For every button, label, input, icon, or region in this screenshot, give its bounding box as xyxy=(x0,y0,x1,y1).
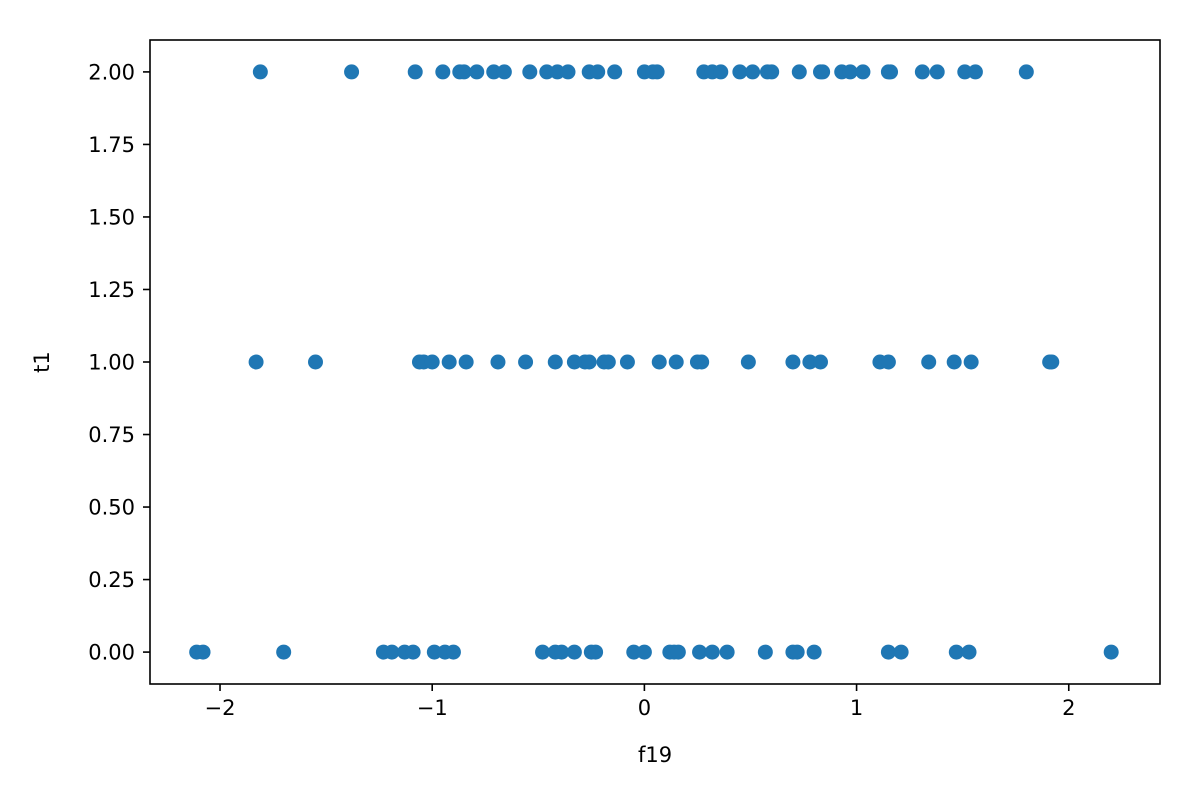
data-point xyxy=(893,644,909,660)
data-point xyxy=(713,64,729,80)
y-tick-label: 1.00 xyxy=(88,351,135,375)
data-point xyxy=(590,64,606,80)
data-point xyxy=(692,644,708,660)
y-tick-label: 1.50 xyxy=(88,205,135,229)
data-point xyxy=(636,644,652,660)
data-point xyxy=(535,644,551,660)
points-layer xyxy=(189,64,1119,660)
y-tick-label: 1.25 xyxy=(88,278,135,302)
data-point xyxy=(694,354,710,370)
data-point xyxy=(967,64,983,80)
data-point xyxy=(276,644,292,660)
data-point xyxy=(813,354,828,370)
data-point xyxy=(344,64,360,80)
data-point xyxy=(407,64,423,80)
y-tick-label: 0.75 xyxy=(88,423,135,447)
data-point xyxy=(764,64,780,80)
data-point xyxy=(490,354,506,370)
data-point xyxy=(883,64,899,80)
x-tick-label: −1 xyxy=(417,696,448,720)
data-point xyxy=(469,64,485,80)
data-point xyxy=(789,644,805,660)
plot-frame xyxy=(149,39,1161,685)
data-point xyxy=(948,644,964,660)
data-point xyxy=(842,64,858,80)
data-point xyxy=(921,354,937,370)
data-point xyxy=(588,644,604,660)
data-point xyxy=(880,644,896,660)
data-point xyxy=(880,354,896,370)
data-point xyxy=(802,354,818,370)
data-point xyxy=(626,644,642,660)
data-point xyxy=(554,644,570,660)
y-tick-label: 1.75 xyxy=(88,133,135,157)
data-point xyxy=(560,64,576,80)
data-point xyxy=(405,644,421,660)
data-point xyxy=(946,354,962,370)
data-point xyxy=(1103,644,1119,660)
data-point xyxy=(252,64,268,80)
data-point xyxy=(704,644,720,660)
data-point xyxy=(785,354,801,370)
x-tick-label: 1 xyxy=(850,696,863,720)
y-tick-label: 0.50 xyxy=(88,496,135,520)
data-point xyxy=(539,64,555,80)
data-point xyxy=(248,354,264,370)
data-point xyxy=(745,64,761,80)
y-tick-label: 2.00 xyxy=(88,60,135,84)
data-point xyxy=(1044,354,1060,370)
data-point xyxy=(426,644,442,660)
data-point xyxy=(549,64,565,80)
data-point xyxy=(740,354,756,370)
data-point xyxy=(308,354,323,370)
data-point xyxy=(719,644,735,660)
x-tick-label: −2 xyxy=(205,696,236,720)
data-point xyxy=(668,354,684,370)
data-point xyxy=(600,354,616,370)
data-point xyxy=(957,64,973,80)
x-axis-label: f19 xyxy=(638,743,672,767)
data-point xyxy=(496,64,512,80)
data-point xyxy=(445,644,461,660)
x-tick-label: 2 xyxy=(1062,696,1075,720)
data-point xyxy=(961,644,977,660)
data-point xyxy=(458,354,474,370)
data-point xyxy=(914,64,930,80)
data-point xyxy=(607,64,623,80)
data-point xyxy=(929,64,945,80)
data-point xyxy=(441,354,457,370)
data-point xyxy=(581,354,597,370)
data-point xyxy=(855,64,871,80)
data-point xyxy=(486,64,502,80)
data-point xyxy=(670,644,686,660)
data-point xyxy=(757,644,773,660)
data-point xyxy=(435,64,451,80)
data-point xyxy=(963,354,979,370)
data-point xyxy=(1018,64,1034,80)
data-point xyxy=(649,64,665,80)
data-point xyxy=(619,354,635,370)
y-tick-label: 0.25 xyxy=(88,568,135,592)
data-point xyxy=(566,644,582,660)
data-point xyxy=(732,64,748,80)
data-point xyxy=(384,644,400,660)
data-point xyxy=(424,354,440,370)
data-point xyxy=(806,644,822,660)
data-point xyxy=(456,64,472,80)
data-point xyxy=(518,354,534,370)
data-point xyxy=(566,354,582,370)
x-tick-label: 0 xyxy=(638,696,651,720)
data-point xyxy=(522,64,538,80)
data-point xyxy=(815,64,831,80)
data-point xyxy=(651,354,667,370)
axes-layer: −2 −1 0 1 2 0.00 0.25 0.50 0.75 1.00 1.25 1.50 1.75 2… xyxy=(88,60,1075,720)
y-tick-label: 0.00 xyxy=(88,641,135,665)
data-point xyxy=(195,644,211,660)
y-axis-label: t1 xyxy=(30,351,54,373)
data-point xyxy=(547,354,563,370)
data-point xyxy=(791,64,807,80)
